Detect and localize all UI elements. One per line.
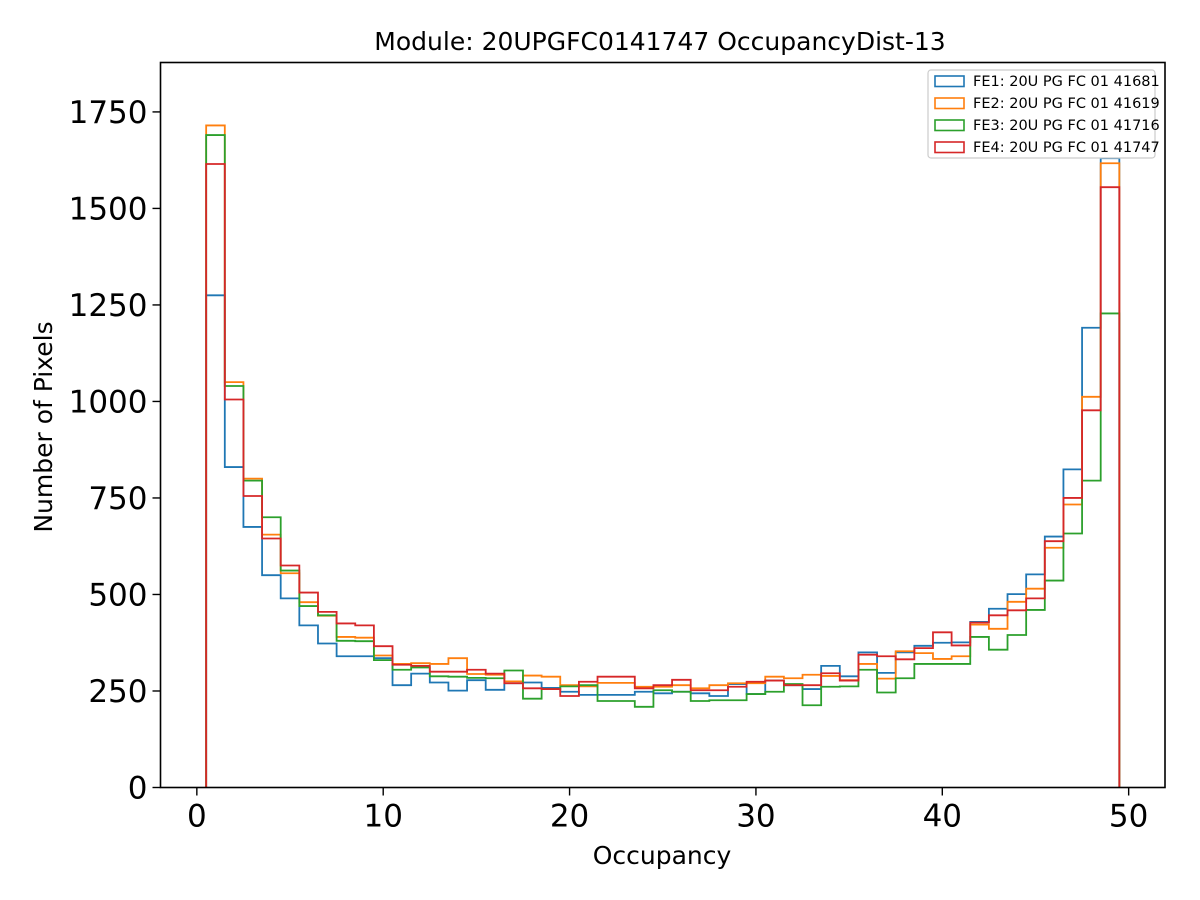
y-tick-label: 1750	[69, 95, 148, 131]
y-tick-label: 1500	[69, 191, 148, 227]
y-tick-label: 1000	[69, 384, 148, 420]
histogram-series	[205, 124, 1121, 788]
x-axis-label: Occupancy	[593, 841, 732, 870]
legend-swatch-icon	[934, 119, 965, 132]
series-path-fe4	[205, 163, 1121, 788]
legend-label: FE2: 20U PG FC 01 41619	[973, 96, 1160, 112]
y-axis-label: Number of Pixels	[29, 321, 58, 532]
legend-entry: FE4: 20U PG FC 01 41747	[934, 140, 1160, 156]
legend-swatch-icon	[934, 75, 965, 88]
x-tick-label: 20	[550, 799, 589, 835]
x-tick-label: 40	[923, 799, 962, 835]
legend-label: FE3: 20U PG FC 01 41716	[973, 118, 1160, 134]
x-tick-label: 50	[1109, 799, 1148, 835]
y-tick-label: 750	[88, 481, 147, 517]
y-axis-ticks: 0 250 500 750 1000 1250 1500 1750	[69, 95, 161, 807]
legend-entry: FE1: 20U PG FC 01 41681	[934, 74, 1160, 90]
legend-entry: FE3: 20U PG FC 01 41716	[934, 118, 1160, 134]
series-path-fe3	[205, 134, 1121, 788]
legend: FE1: 20U PG FC 01 41681 FE2: 20U PG FC 01…	[927, 69, 1160, 159]
plot-frame	[159, 61, 1166, 789]
x-tick-label: 0	[187, 799, 207, 835]
chart-title: Module: 20UPGFC0141747 OccupancyDist-13	[374, 27, 945, 56]
legend-label: FE4: 20U PG FC 01 41747	[973, 140, 1160, 156]
x-tick-label: 10	[363, 799, 402, 835]
x-axis-ticks: 0 10 20 30 40 50	[187, 787, 1148, 835]
legend-swatch-icon	[934, 141, 965, 154]
legend-label: FE1: 20U PG FC 01 41681	[973, 74, 1160, 90]
y-tick-label: 250	[88, 674, 147, 710]
legend-entry: FE2: 20U PG FC 01 41619	[934, 96, 1160, 112]
y-tick-label: 1250	[69, 288, 148, 324]
y-tick-label: 0	[128, 771, 148, 807]
legend-swatch-icon	[934, 97, 965, 110]
y-tick-label: 500	[88, 577, 147, 613]
legend-box	[927, 69, 1156, 159]
x-tick-label: 30	[736, 799, 775, 835]
